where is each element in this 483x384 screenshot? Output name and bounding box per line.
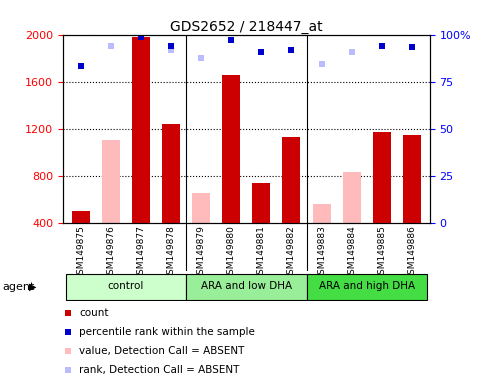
- Bar: [72, 211, 90, 223]
- Bar: [342, 172, 361, 223]
- Bar: [403, 134, 421, 223]
- FancyBboxPatch shape: [186, 274, 307, 300]
- Text: ▶: ▶: [28, 282, 36, 292]
- Text: GSM149877: GSM149877: [137, 225, 145, 280]
- Text: value, Detection Call = ABSENT: value, Detection Call = ABSENT: [79, 346, 245, 356]
- Text: GSM149880: GSM149880: [227, 225, 236, 280]
- Text: rank, Detection Call = ABSENT: rank, Detection Call = ABSENT: [79, 365, 240, 375]
- Bar: [313, 204, 330, 223]
- Text: GSM149876: GSM149876: [106, 225, 115, 280]
- Text: GSM149879: GSM149879: [197, 225, 206, 280]
- Text: count: count: [79, 308, 109, 318]
- Bar: [162, 124, 180, 223]
- Text: GSM149882: GSM149882: [287, 225, 296, 280]
- Bar: [283, 137, 300, 223]
- Text: agent: agent: [2, 282, 35, 292]
- Bar: [102, 141, 120, 223]
- Text: GSM149878: GSM149878: [167, 225, 176, 280]
- FancyBboxPatch shape: [66, 274, 186, 300]
- Text: GSM149883: GSM149883: [317, 225, 326, 280]
- Text: ARA and high DHA: ARA and high DHA: [319, 281, 415, 291]
- Bar: [252, 183, 270, 223]
- Text: GSM149885: GSM149885: [377, 225, 386, 280]
- Bar: [132, 37, 150, 223]
- FancyBboxPatch shape: [307, 274, 427, 300]
- Bar: [192, 193, 210, 223]
- Text: ARA and low DHA: ARA and low DHA: [201, 281, 292, 291]
- Text: percentile rank within the sample: percentile rank within the sample: [79, 327, 255, 337]
- Bar: [222, 74, 241, 223]
- Bar: [373, 132, 391, 223]
- Text: control: control: [108, 281, 144, 291]
- Text: GSM149875: GSM149875: [76, 225, 85, 280]
- Text: GSM149884: GSM149884: [347, 225, 356, 280]
- Text: GSM149881: GSM149881: [257, 225, 266, 280]
- Title: GDS2652 / 218447_at: GDS2652 / 218447_at: [170, 20, 323, 33]
- Text: GSM149886: GSM149886: [407, 225, 416, 280]
